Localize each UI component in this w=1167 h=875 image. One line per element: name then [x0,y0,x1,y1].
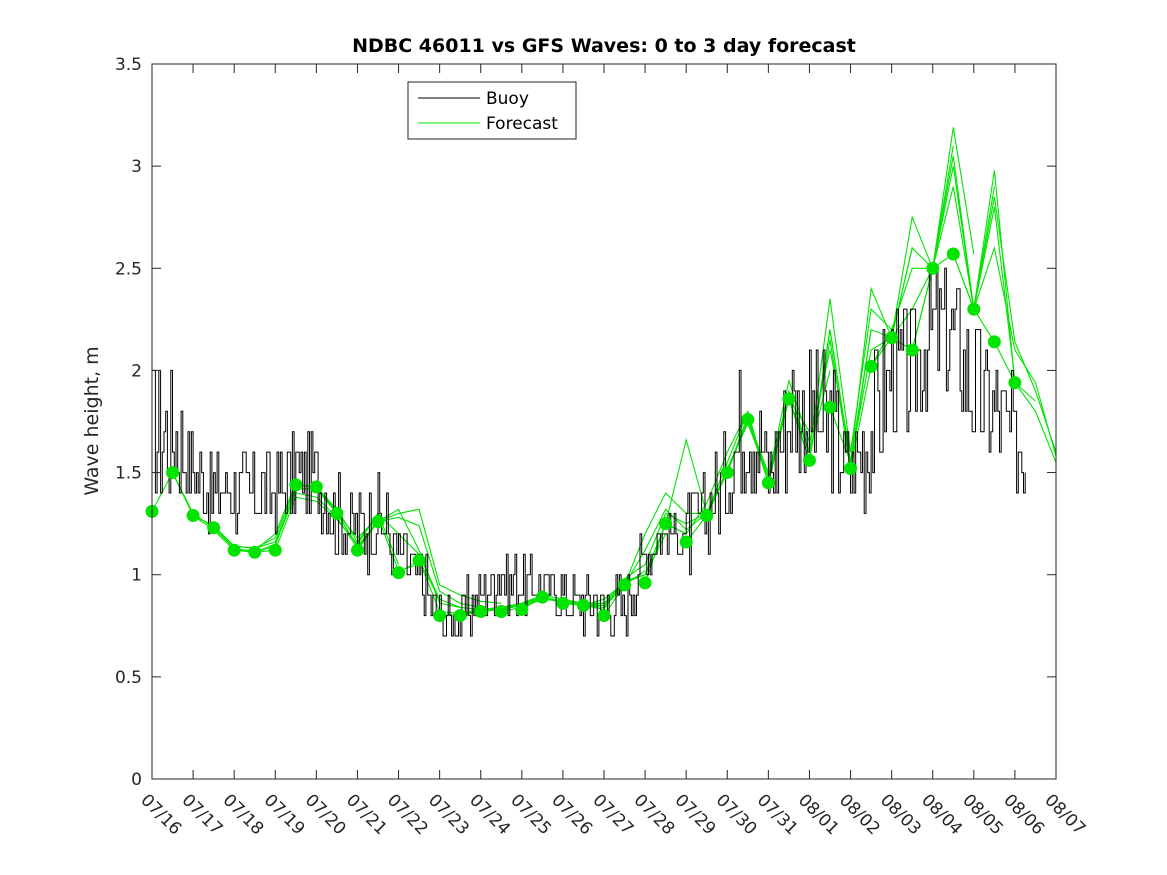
forecast-line [808,215,934,469]
x-tick-label: 08/06 [999,790,1048,839]
y-tick-label: 3 [131,157,142,177]
x-tick-label: 07/28 [630,790,679,839]
x-tick-label: 08/07 [1040,790,1089,839]
legend-label-forecast: Forecast [486,114,558,134]
forecast-marker [515,602,529,616]
forecast-marker [392,566,406,580]
y-axis-label: Wave height, m [81,346,103,495]
x-tick-label: 08/03 [876,790,925,839]
forecast-marker [802,453,816,467]
forecast-marker [309,480,323,494]
y-tick-label: 2.5 [115,259,142,279]
x-axis-ticks: 07/1607/1707/1807/1907/2007/2107/2207/23… [136,64,1089,839]
y-tick-label: 2 [131,361,142,381]
legend-label-buoy: Buoy [486,89,529,109]
forecast-marker [371,515,385,529]
forecast-marker [761,476,775,490]
forecast-marker [618,578,632,592]
x-tick-label: 07/25 [506,790,555,839]
x-tick-label: 07/27 [588,790,637,839]
forecast-line [377,508,502,604]
y-tick-label: 0.5 [115,668,142,688]
forecast-marker [1008,376,1022,390]
forecast-marker [227,543,241,557]
buoy-lines [152,267,1026,637]
forecast-marker [597,609,611,623]
y-tick-label: 1.5 [115,464,142,484]
forecast-marker [186,508,200,522]
forecast-marker [350,543,364,557]
x-tick-label: 07/18 [219,790,268,839]
forecast-marker [885,331,899,345]
forecast-marker [638,576,652,590]
forecast-marker [905,343,919,357]
forecast-marker [987,335,1001,349]
forecast-marker [207,521,221,535]
forecast-line [644,417,769,584]
y-tick-label: 3.5 [115,55,142,75]
x-tick-label: 07/29 [671,790,720,839]
forecast-marker [268,543,282,557]
forecast-marker [412,553,426,567]
x-tick-label: 07/22 [383,790,432,839]
forecast-marker [248,545,262,559]
buoy-line [152,267,1026,637]
plot-frame [151,63,1057,780]
x-tick-label: 07/16 [136,790,185,839]
x-tick-label: 07/26 [547,790,596,839]
forecast-marker [556,596,570,610]
x-tick-label: 07/20 [301,790,350,839]
x-tick-label: 08/02 [835,790,884,839]
x-tick-label: 07/17 [178,790,227,839]
forecast-line [952,245,1057,457]
x-tick-label: 08/04 [917,790,966,839]
forecast-marker [330,506,344,520]
forecast-marker [946,247,960,261]
forecast-marker [659,517,673,531]
forecast-marker [700,508,714,522]
x-tick-label: 08/01 [794,790,843,839]
x-tick-label: 07/21 [342,790,391,839]
y-tick-label: 0 [131,770,142,790]
forecast-marker [741,412,755,426]
forecast-marker [433,609,447,623]
x-tick-label: 07/24 [465,790,514,839]
forecast-marker [576,598,590,612]
y-axis-ticks: 0 0.5 1 1.5 2 2.5 3 3.5 [115,55,1056,790]
forecast-marker [453,609,467,623]
forecast-line [829,145,954,465]
forecast-markers [145,247,1022,623]
forecast-marker [823,400,837,414]
forecast-marker [289,478,303,492]
forecast-marker [967,302,981,316]
x-tick-label: 07/31 [753,790,802,839]
x-tick-label: 07/23 [424,790,473,839]
x-tick-label: 07/30 [712,790,761,839]
forecast-marker [166,466,180,480]
forecast-marker [535,590,549,604]
chart-title: NDBC 46011 vs GFS Waves: 0 to 3 day fore… [352,35,856,57]
legend: Buoy Forecast [407,81,577,140]
forecast-marker [720,466,734,480]
forecast-marker [494,604,508,618]
forecast-marker [474,604,488,618]
legend-box [407,81,577,140]
forecast-marker [782,392,796,406]
forecast-marker [679,535,693,549]
forecast-marker [926,261,940,275]
y-tick-label: 1 [131,566,142,586]
x-tick-label: 07/19 [260,790,309,839]
forecast-marker [864,359,878,373]
x-tick-label: 08/05 [958,790,1007,839]
forecast-marker [844,461,858,475]
